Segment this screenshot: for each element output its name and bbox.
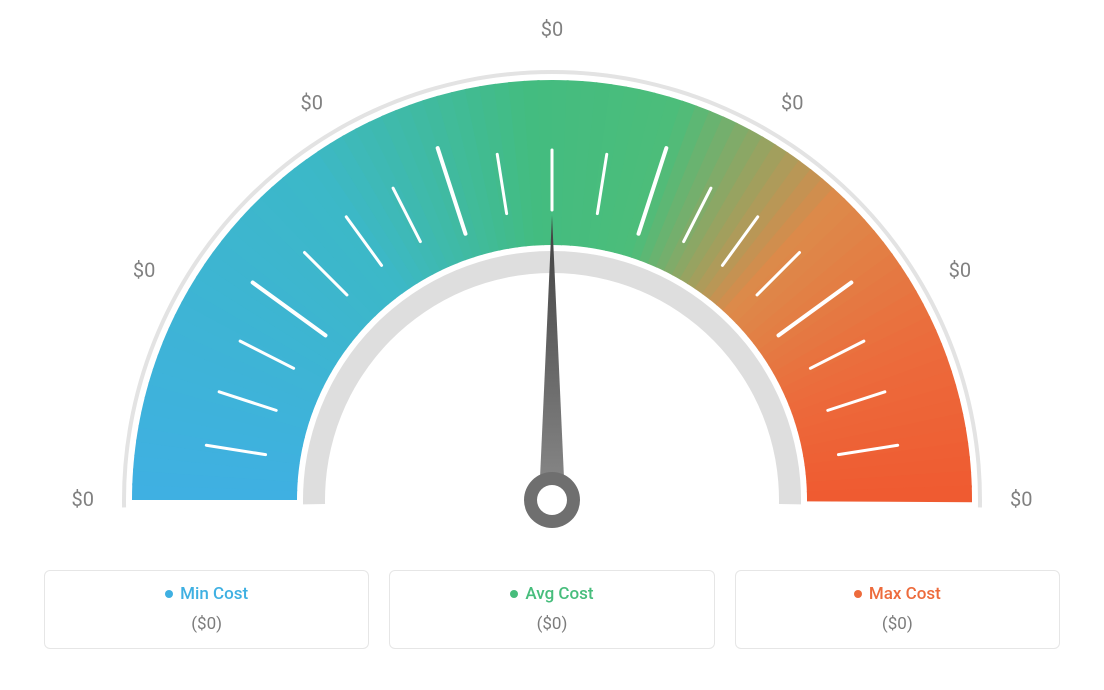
gauge-axis-label: $0 <box>781 90 803 114</box>
legend-min-value: ($0) <box>53 614 360 634</box>
gauge-chart-container: $0 $0 $0 $0 $0 $0 $0 Min Cost ($0) Avg Cost ($… <box>0 0 1104 690</box>
legend-min-dot <box>165 590 173 598</box>
legend-row: Min Cost ($0) Avg Cost ($0) Max Cost ($0… <box>0 570 1104 649</box>
legend-avg-value: ($0) <box>398 614 705 634</box>
gauge-svg: $0 $0 $0 $0 $0 $0 $0 <box>0 0 1104 560</box>
legend-card-max: Max Cost ($0) <box>735 570 1060 649</box>
legend-min-label: Min Cost <box>180 584 248 604</box>
legend-avg-title: Avg Cost <box>398 585 705 604</box>
gauge-axis-label: $0 <box>541 17 563 41</box>
gauge-axis-label: $0 <box>133 258 155 282</box>
gauge-area: $0 $0 $0 $0 $0 $0 $0 <box>0 0 1104 560</box>
gauge-axis-label: $0 <box>301 90 323 114</box>
legend-max-value: ($0) <box>744 614 1051 634</box>
legend-max-dot <box>854 590 862 598</box>
legend-min-title: Min Cost <box>53 585 360 604</box>
gauge-axis-label: $0 <box>1010 487 1032 511</box>
gauge-axis-label: $0 <box>949 258 971 282</box>
legend-avg-label: Avg Cost <box>525 584 593 604</box>
legend-card-avg: Avg Cost ($0) <box>389 570 714 649</box>
legend-max-title: Max Cost <box>744 585 1051 604</box>
legend-avg-dot <box>510 590 518 598</box>
gauge-axis-label: $0 <box>72 487 94 511</box>
legend-max-label: Max Cost <box>869 584 941 604</box>
legend-card-min: Min Cost ($0) <box>44 570 369 649</box>
